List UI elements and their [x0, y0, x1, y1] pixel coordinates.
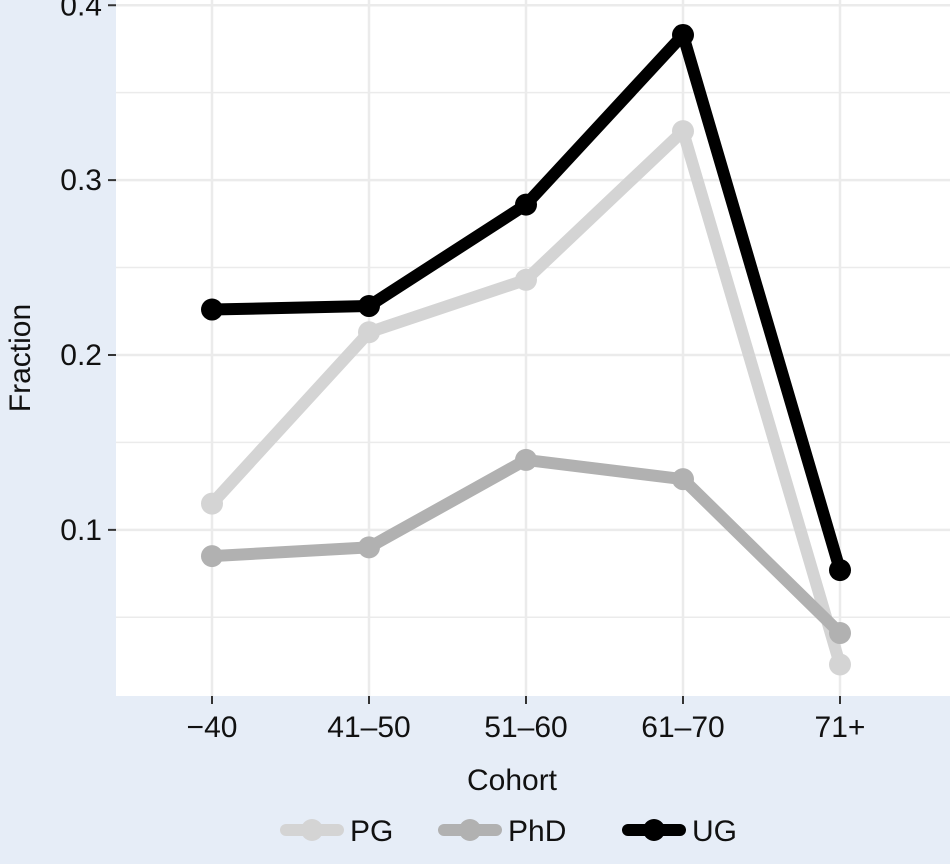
- x-tick-label: 51–60: [484, 711, 567, 744]
- legend-key-point: [643, 819, 665, 841]
- data-point-pg: [358, 321, 380, 344]
- legend-item-phd: PhD: [438, 815, 566, 848]
- data-point-ug: [201, 298, 223, 321]
- legend-key-point: [301, 819, 323, 841]
- legend-key-point: [459, 819, 481, 841]
- x-axis: −40 41–50 51–60 61–70 71+: [187, 696, 866, 744]
- data-point-ug: [672, 23, 694, 46]
- y-tick-label: 0.2: [60, 339, 102, 372]
- series-layer: [201, 23, 851, 676]
- data-point-pg: [829, 653, 851, 676]
- legend: PG PhD UG: [280, 815, 737, 848]
- data-point-ug: [515, 193, 537, 216]
- data-point-phd: [672, 468, 694, 491]
- x-tick-label: 71+: [815, 711, 866, 744]
- y-axis: 0.1 0.2 0.3 0.4: [60, 0, 116, 547]
- x-tick-label: 61–70: [641, 711, 724, 744]
- data-point-pg: [672, 120, 694, 143]
- x-axis-title: Cohort: [467, 764, 558, 797]
- legend-label: UG: [692, 815, 737, 848]
- series-phd: [201, 448, 851, 645]
- data-point-pg: [515, 268, 537, 291]
- data-point-phd: [515, 448, 537, 471]
- x-tick-label: 41–50: [327, 711, 410, 744]
- x-tick-label: −40: [187, 711, 238, 744]
- series-pg: [201, 120, 851, 676]
- series-ug: [201, 23, 851, 582]
- legend-label: PhD: [508, 815, 566, 848]
- data-point-phd: [358, 536, 380, 559]
- y-axis-title: Fraction: [4, 304, 37, 412]
- legend-label: PG: [350, 815, 393, 848]
- data-point-phd: [829, 622, 851, 645]
- data-point-phd: [201, 545, 223, 568]
- legend-item-ug: UG: [622, 815, 737, 848]
- data-point-ug: [358, 295, 380, 318]
- data-point-pg: [201, 492, 223, 515]
- y-tick-label: 0.4: [60, 0, 102, 22]
- legend-item-pg: PG: [280, 815, 393, 848]
- plot-panel: [116, 0, 950, 696]
- y-tick-label: 0.1: [60, 514, 102, 547]
- data-point-ug: [829, 559, 851, 582]
- y-tick-label: 0.3: [60, 164, 102, 197]
